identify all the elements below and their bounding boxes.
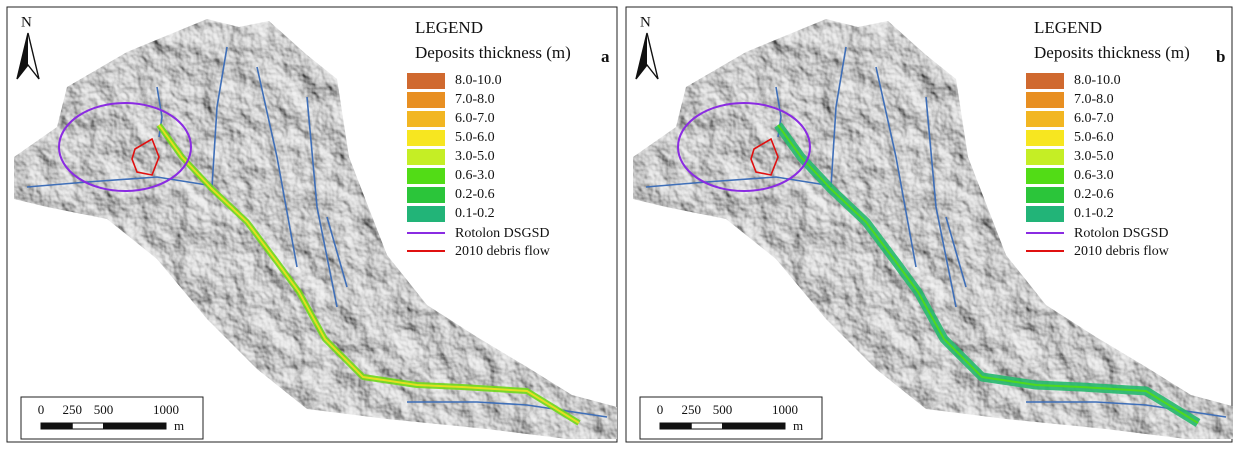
- map-panel: N LEGEND Deposits thickness (m) a 8.0-10.0 7.…: [7, 7, 617, 442]
- legend-label: Rotolon DSGSD: [455, 226, 550, 241]
- legend-label: 7.0-8.0: [1074, 92, 1114, 107]
- legend-label: Rotolon DSGSD: [1074, 226, 1169, 241]
- figure: N LEGEND Deposits thickness (m) a 8.0-10.0 7.…: [0, 0, 1233, 449]
- panel-label: b: [1216, 47, 1225, 66]
- scale-tick-label: 500: [94, 402, 114, 417]
- legend-label: 3.0-5.0: [455, 149, 495, 164]
- legend-subtitle: Deposits thickness (m): [415, 43, 571, 62]
- legend-swatch: [1026, 73, 1064, 89]
- scale-segment: [104, 423, 167, 429]
- legend-label: 6.0-7.0: [1074, 111, 1114, 126]
- legend-label: 0.6-3.0: [455, 168, 495, 183]
- legend-swatch: [407, 149, 445, 165]
- legend-swatch: [407, 111, 445, 127]
- scale-tick-label: 0: [38, 402, 45, 417]
- scale-unit: m: [174, 418, 184, 433]
- scale-tick-label: 1000: [153, 402, 179, 417]
- legend-label: 3.0-5.0: [1074, 149, 1114, 164]
- north-label: N: [640, 14, 651, 30]
- scale-tick-label: 250: [682, 402, 702, 417]
- legend-swatch: [407, 130, 445, 146]
- legend-label: 5.0-6.0: [455, 130, 495, 145]
- scale-segment: [41, 423, 72, 429]
- scale-tick-label: 250: [63, 402, 83, 417]
- legend-label: 0.2-0.6: [1074, 187, 1114, 202]
- scale-unit: m: [793, 418, 803, 433]
- legend-label: 0.2-0.6: [455, 187, 495, 202]
- scale-segment: [691, 423, 722, 429]
- legend-swatch: [1026, 149, 1064, 165]
- legend-subtitle: Deposits thickness (m): [1034, 43, 1190, 62]
- legend-label: 7.0-8.0: [455, 92, 495, 107]
- scale-tick-label: 1000: [772, 402, 798, 417]
- legend-label: 0.1-0.2: [455, 206, 495, 221]
- legend-swatch: [407, 206, 445, 222]
- scale-segment: [72, 423, 103, 429]
- legend-label: 8.0-10.0: [1074, 73, 1121, 88]
- legend-title: LEGEND: [415, 18, 483, 37]
- legend-label: 5.0-6.0: [1074, 130, 1114, 145]
- legend-title: LEGEND: [1034, 18, 1102, 37]
- legend-swatch: [1026, 92, 1064, 108]
- legend-label: 6.0-7.0: [455, 111, 495, 126]
- legend-label: 2010 debris flow: [455, 244, 551, 259]
- legend-label: 8.0-10.0: [455, 73, 502, 88]
- legend-swatch: [407, 92, 445, 108]
- legend-swatch: [1026, 130, 1064, 146]
- scale-tick-label: 500: [713, 402, 733, 417]
- map-panel: N LEGEND Deposits thickness (m) b 8.0-10.0 7.…: [626, 7, 1233, 442]
- legend-swatch: [1026, 168, 1064, 184]
- legend-swatch: [1026, 111, 1064, 127]
- scale-segment: [723, 423, 786, 429]
- legend-swatch: [407, 187, 445, 203]
- legend-swatch: [1026, 206, 1064, 222]
- north-label: N: [21, 14, 32, 30]
- scale-tick-label: 0: [657, 402, 664, 417]
- panel-label: a: [601, 47, 610, 66]
- legend-swatch: [1026, 187, 1064, 203]
- legend-swatch: [407, 73, 445, 89]
- legend-label: 2010 debris flow: [1074, 244, 1170, 259]
- legend-label: 0.6-3.0: [1074, 168, 1114, 183]
- legend-label: 0.1-0.2: [1074, 206, 1114, 221]
- legend-swatch: [407, 168, 445, 184]
- scale-segment: [660, 423, 691, 429]
